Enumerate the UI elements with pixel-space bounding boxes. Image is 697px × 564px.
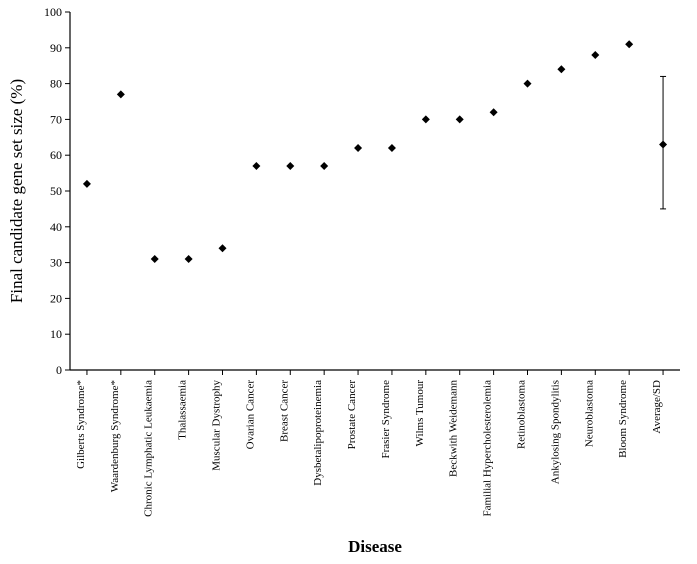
data-point [625,40,633,48]
y-tick-label: 20 [50,291,62,305]
data-point [151,255,159,263]
y-tick-label: 90 [50,41,62,55]
data-point [388,144,396,152]
data-point [557,65,565,73]
y-tick-label: 60 [50,148,62,162]
x-tick-label: Waardenburg Syndrome* [109,380,121,492]
y-tick-label: 80 [50,77,62,91]
x-tick-label: Chronic Lymphatic Leukaemia [143,380,155,517]
y-tick-label: 10 [50,327,62,341]
x-tick-label: Neuroblastoma [583,380,595,447]
chart-container: 0 10 20 30 40 50 60 70 80 90 100 Final candidate ge… [0,0,697,564]
x-tick-label: Average/SD [651,380,663,434]
y-tick-label: 50 [50,184,62,198]
data-point [286,162,294,170]
x-tick-label: Bloom Syndrome [617,380,629,458]
x-tick-label: Ankylosing Spondylitis [549,380,561,484]
y-tick-label: 100 [44,5,62,19]
y-tick-label: 70 [50,112,62,126]
x-tick-label: Frasier Syndrome [380,380,392,459]
data-point [524,80,532,88]
y-tick-label: 40 [50,220,62,234]
data-point [456,115,464,123]
x-tick-label: Ovarian Cancer [244,380,256,450]
x-tick-label: Prostate Cancer [346,380,358,450]
x-tick-label: Breast Cancer [278,380,290,442]
data-point [490,108,498,116]
y-tick-label: 30 [50,256,62,270]
data-point [659,140,667,148]
y-tick-label: 0 [56,363,62,377]
data-point [219,244,227,252]
x-tick-label: Gilberts Syndrome* [75,380,87,469]
data-point [252,162,260,170]
data-point [117,90,125,98]
x-tick-label: Beckwith Weidemann [448,380,460,477]
x-axis-label: Disease [348,537,402,556]
x-tick-label: Thalassaemia [177,380,189,440]
scatter-chart: 0 10 20 30 40 50 60 70 80 90 100 Final candidate ge… [0,0,697,564]
x-tick-label: Muscular Dystrophy [211,380,223,471]
data-point [591,51,599,59]
data-point [422,115,430,123]
x-tick-label: Dysbetalipoproteinemia [312,380,324,486]
data-point [354,144,362,152]
y-axis-label: Final candidate gene set size (%) [7,79,26,303]
x-tick-label: Retinoblastoma [516,380,528,449]
x-tick-label: Familial Hypercholesterolemia [482,380,494,517]
data-point [83,180,91,188]
data-point [320,162,328,170]
x-tick-label: Wilms Tumour [414,380,426,447]
data-point [185,255,193,263]
